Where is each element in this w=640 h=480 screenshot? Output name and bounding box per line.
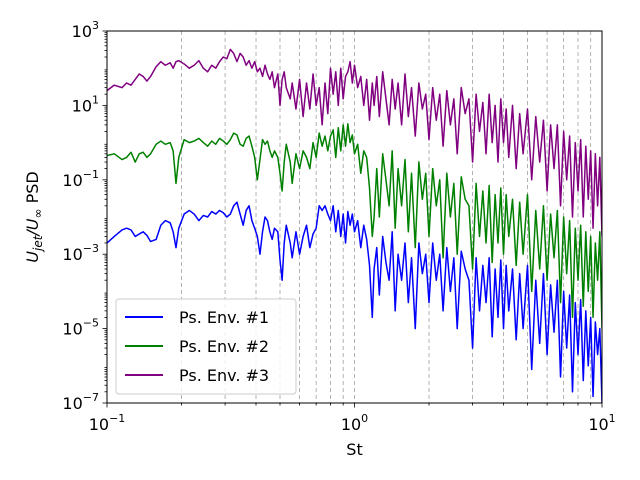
- y-label-sub1: jet: [31, 234, 45, 253]
- legend-label: Ps. Env. #1: [179, 308, 269, 327]
- tick-exponent: −7: [83, 391, 99, 404]
- tick-base: 10: [62, 245, 82, 264]
- y-label-slash: /U: [23, 218, 42, 237]
- tick-exponent: 3: [92, 19, 99, 32]
- tick-base: 10: [341, 415, 361, 434]
- y-axis-label: Ujet/U∞ PSD: [23, 171, 45, 262]
- tick-exponent: −1: [109, 412, 125, 425]
- y-tick-label: 103: [72, 19, 99, 41]
- y-tick-label: 10−3: [62, 242, 99, 264]
- tick-base: 10: [62, 171, 82, 190]
- y-label-suffix: PSD: [23, 171, 42, 208]
- legend-label: Ps. Env. #2: [179, 337, 269, 356]
- legend-box: [115, 298, 297, 395]
- y-tick-label: 10−7: [62, 391, 99, 413]
- x-tick-label: 101: [588, 412, 615, 434]
- tick-base: 10: [62, 394, 82, 413]
- y-label-sub2: ∞: [31, 208, 45, 218]
- tick-base: 10: [62, 320, 82, 339]
- tick-base: 10: [72, 96, 92, 115]
- series-line-1: [107, 201, 602, 403]
- x-axis-label: St: [346, 440, 362, 459]
- legend-label: Ps. Env. #3: [179, 366, 269, 385]
- y-tick-label: 10−5: [62, 317, 99, 339]
- tick-exponent: −1: [83, 168, 99, 181]
- y-label-base: U: [23, 251, 42, 263]
- x-tick-label: 100: [341, 412, 368, 434]
- tick-exponent: 1: [609, 412, 616, 425]
- x-tick-label: 10−1: [89, 412, 126, 434]
- tick-exponent: −5: [83, 317, 99, 330]
- tick-base: 10: [89, 415, 109, 434]
- legend: Ps. Env. #1 Ps. Env. #2 Ps. Env. #3: [115, 298, 297, 395]
- tick-exponent: 0: [361, 412, 368, 425]
- tick-base: 10: [72, 22, 92, 41]
- series-line-2: [107, 123, 602, 329]
- y-tick-label: 101: [72, 93, 99, 115]
- tick-base: 10: [588, 415, 608, 434]
- y-tick-label: 10−1: [62, 168, 99, 190]
- series-layer: [107, 48, 602, 403]
- tick-exponent: −3: [83, 242, 99, 255]
- series-line-3: [107, 48, 602, 237]
- tick-exponent: 1: [92, 93, 99, 106]
- x-axis-ticks: 10−1 100 101: [89, 403, 616, 434]
